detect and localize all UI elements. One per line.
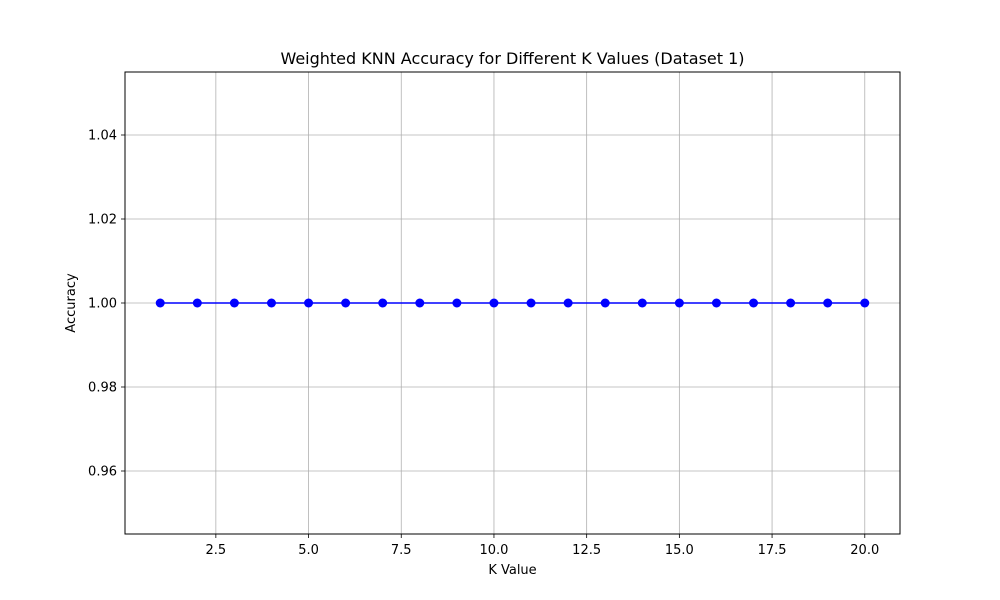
data-point-k15 bbox=[674, 298, 684, 308]
data-point-k3 bbox=[229, 298, 239, 308]
data-point-k9 bbox=[452, 298, 462, 308]
data-point-k12 bbox=[563, 298, 573, 308]
data-point-k16 bbox=[711, 298, 721, 308]
x-tick-label: 12.5 bbox=[572, 543, 601, 558]
data-point-k13 bbox=[600, 298, 610, 308]
x-tick-label: 2.5 bbox=[206, 543, 227, 558]
y-tick-label: 0.98 bbox=[88, 381, 117, 396]
y-tick-label: 1.02 bbox=[88, 213, 117, 228]
data-point-k18 bbox=[786, 298, 796, 308]
data-point-k2 bbox=[192, 298, 202, 308]
data-point-k6 bbox=[341, 298, 351, 308]
data-point-k10 bbox=[489, 298, 499, 308]
data-point-k11 bbox=[526, 298, 536, 308]
data-point-k14 bbox=[637, 298, 647, 308]
x-tick-label: 7.5 bbox=[391, 543, 412, 558]
y-tick-label: 1.00 bbox=[88, 297, 117, 312]
x-tick-label: 15.0 bbox=[665, 543, 694, 558]
x-tick-label: 20.0 bbox=[850, 543, 879, 558]
data-point-k7 bbox=[378, 298, 388, 308]
data-point-k20 bbox=[860, 298, 870, 308]
x-axis-label: K Value bbox=[488, 563, 536, 578]
x-tick-label: 10.0 bbox=[479, 543, 508, 558]
data-point-k4 bbox=[266, 298, 276, 308]
axis-ticks: 2.5 5.0 7.5 10.0 12.5 15.0 17.5 20.0 0.96 0.98 1.0… bbox=[88, 129, 879, 559]
data-point-k1 bbox=[155, 298, 165, 308]
y-tick-label: 0.96 bbox=[88, 465, 117, 480]
data-point-k5 bbox=[304, 298, 314, 308]
data-point-k19 bbox=[823, 298, 833, 308]
x-tick-label: 5.0 bbox=[298, 543, 319, 558]
chart-title: Weighted KNN Accuracy for Different K Va… bbox=[280, 49, 744, 68]
series-layer bbox=[155, 298, 870, 308]
y-axis-label: Accuracy bbox=[64, 273, 79, 333]
y-tick-label: 1.04 bbox=[88, 129, 117, 144]
data-point-k8 bbox=[415, 298, 425, 308]
data-point-k17 bbox=[749, 298, 759, 308]
x-tick-label: 17.5 bbox=[758, 543, 787, 558]
